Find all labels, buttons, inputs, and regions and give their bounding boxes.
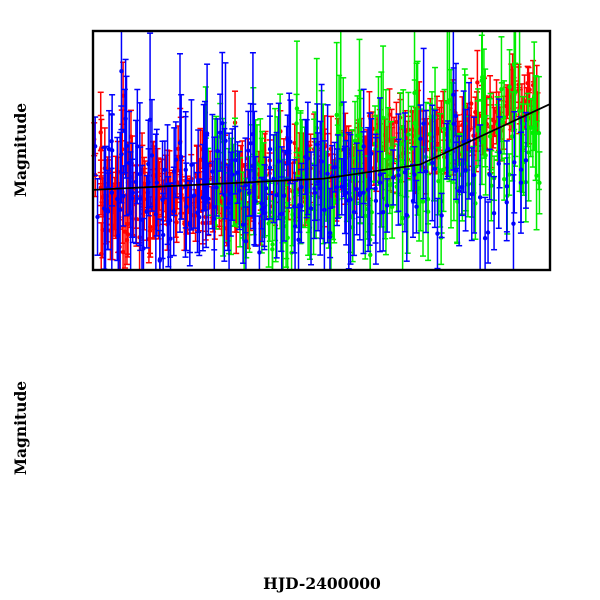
top-panel: Magnitude (11, 29, 552, 272)
top-panel-model-line (92, 103, 551, 191)
bottom-panel: Magnitude HJD-2400000 (11, 381, 381, 593)
bottom-panel-y-axis-label: Magnitude (11, 381, 30, 475)
top-panel-y-axis-label: Magnitude (11, 103, 30, 197)
top-panel-frame (91, 29, 552, 272)
model-line (92, 103, 551, 191)
x-axis-label: HJD-2400000 (263, 574, 381, 593)
top-panel-data (91, 31, 543, 271)
data-series-blue-band (92, 31, 529, 271)
